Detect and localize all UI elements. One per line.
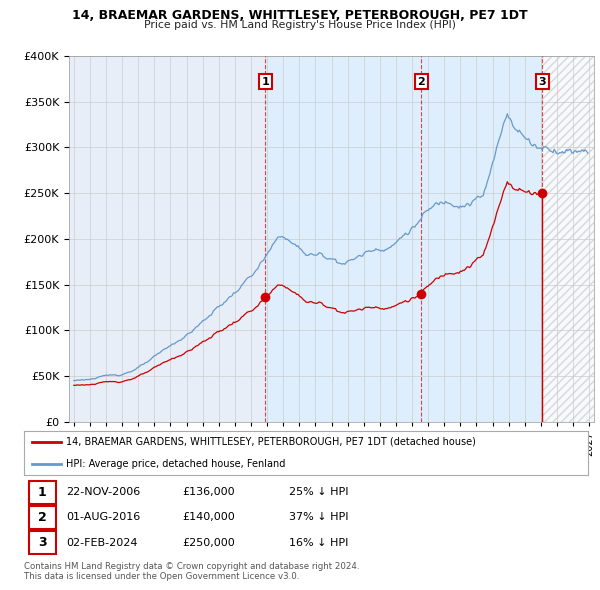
Text: £250,000: £250,000	[182, 537, 235, 548]
Text: 16% ↓ HPI: 16% ↓ HPI	[289, 537, 349, 548]
Bar	[265, 56, 542, 422]
FancyBboxPatch shape	[29, 531, 56, 554]
Text: This data is licensed under the Open Government Licence v3.0.: This data is licensed under the Open Gov…	[24, 572, 299, 581]
Bar	[542, 56, 594, 422]
Text: 14, BRAEMAR GARDENS, WHITTLESEY, PETERBOROUGH, PE7 1DT (detached house): 14, BRAEMAR GARDENS, WHITTLESEY, PETERBO…	[66, 437, 476, 447]
Text: HPI: Average price, detached house, Fenland: HPI: Average price, detached house, Fenl…	[66, 459, 286, 469]
Text: Price paid vs. HM Land Registry's House Price Index (HPI): Price paid vs. HM Land Registry's House …	[144, 20, 456, 30]
Text: 2: 2	[38, 511, 46, 524]
Text: 01-AUG-2016: 01-AUG-2016	[66, 513, 140, 522]
FancyBboxPatch shape	[29, 506, 56, 529]
Text: 37% ↓ HPI: 37% ↓ HPI	[289, 513, 349, 522]
Text: 02-FEB-2024: 02-FEB-2024	[66, 537, 138, 548]
Text: 1: 1	[38, 486, 46, 499]
Text: 1: 1	[262, 77, 269, 87]
Text: 3: 3	[38, 536, 46, 549]
Text: 22-NOV-2006: 22-NOV-2006	[66, 487, 140, 497]
Text: £140,000: £140,000	[182, 513, 235, 522]
Text: 2: 2	[418, 77, 425, 87]
Bar	[542, 56, 594, 422]
Text: 3: 3	[538, 77, 546, 87]
Text: 25% ↓ HPI: 25% ↓ HPI	[289, 487, 349, 497]
FancyBboxPatch shape	[29, 481, 56, 504]
Text: Contains HM Land Registry data © Crown copyright and database right 2024.: Contains HM Land Registry data © Crown c…	[24, 562, 359, 571]
Text: £136,000: £136,000	[182, 487, 235, 497]
Text: 14, BRAEMAR GARDENS, WHITTLESEY, PETERBOROUGH, PE7 1DT: 14, BRAEMAR GARDENS, WHITTLESEY, PETERBO…	[72, 9, 528, 22]
